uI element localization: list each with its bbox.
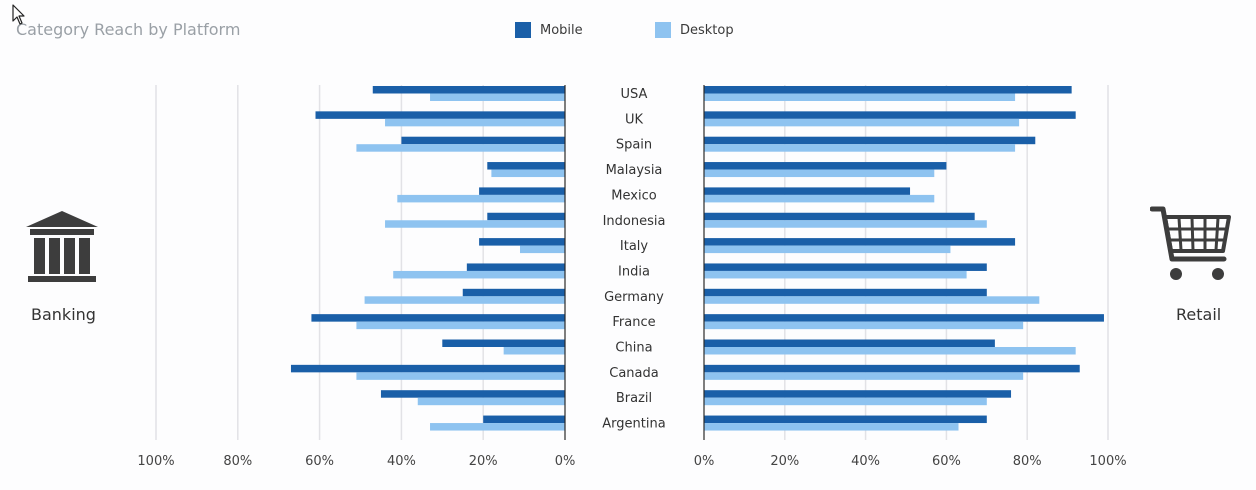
category-label: Brazil (616, 391, 652, 406)
bar-shopping-cart-mobile (704, 136, 1036, 145)
bar-bank-desktop (385, 118, 565, 127)
bar-shopping-cart-desktop (704, 245, 951, 254)
legend-item-desktop[interactable]: Desktop (655, 22, 734, 38)
legend-item-mobile[interactable]: Mobile (515, 22, 583, 38)
bar-bank-desktop (503, 347, 565, 355)
category-label: UK (625, 112, 644, 127)
x-tick-label: 80% (223, 454, 252, 469)
legend-label-mobile: Mobile (540, 22, 583, 38)
category-label: Italy (620, 239, 649, 254)
x-tick-label: 0% (555, 454, 576, 469)
panel-label-banking: Banking (31, 305, 96, 324)
bar-shopping-cart-mobile (704, 364, 1080, 373)
bar-shopping-cart-desktop (704, 220, 987, 228)
bar-shopping-cart-mobile (704, 263, 987, 271)
bar-shopping-cart-mobile (704, 111, 1076, 119)
bar-shopping-cart-desktop (704, 372, 1024, 380)
bar-bank-desktop (356, 372, 565, 380)
bar-shopping-cart-mobile (704, 238, 1016, 246)
shopping-cart-icon (1150, 206, 1231, 280)
bar-bank-desktop (356, 144, 565, 152)
bar-shopping-cart-mobile (704, 212, 975, 221)
bar-shopping-cart-desktop (704, 423, 959, 431)
bar-shopping-cart-mobile (704, 288, 987, 297)
bar-bank-desktop (430, 423, 565, 431)
bar-bank-mobile (401, 136, 565, 145)
bar-shopping-cart-mobile (704, 314, 1104, 322)
legend-swatch-mobile (515, 22, 531, 38)
bar-bank-mobile (462, 288, 565, 297)
bar-shopping-cart-desktop (704, 397, 987, 406)
bar-bank-desktop (393, 270, 565, 279)
x-tick-label: 20% (770, 454, 799, 469)
bar-shopping-cart-desktop (704, 169, 935, 178)
bar-bank-mobile (487, 212, 565, 221)
category-label: India (618, 264, 650, 279)
chart-title: Category Reach by Platform (16, 20, 241, 39)
bar-bank-desktop (356, 321, 565, 330)
category-label: Malaysia (606, 163, 663, 178)
bar-bank-mobile (487, 162, 565, 170)
bar-bank-mobile (479, 187, 565, 195)
bar-bank-desktop (417, 397, 565, 406)
bar-shopping-cart-mobile (704, 86, 1072, 94)
x-tick-label: 0% (694, 454, 715, 469)
bar-bank-mobile (483, 415, 565, 424)
bar-bank-desktop (397, 194, 565, 203)
bar-shopping-cart-desktop (704, 194, 935, 203)
x-tick-label: 100% (1089, 454, 1126, 469)
bar-bank-mobile (466, 263, 565, 271)
bar-shopping-cart-desktop (704, 118, 1020, 127)
category-label: Germany (604, 290, 664, 305)
x-tick-label: 40% (387, 454, 416, 469)
bar-bank-desktop (520, 245, 565, 254)
bar-bank-mobile (311, 314, 565, 322)
bar-bank-desktop (364, 296, 565, 304)
bank-icon (26, 211, 98, 282)
legend-swatch-desktop (655, 22, 671, 38)
category-label: Spain (616, 138, 652, 153)
mouse-cursor-icon (12, 4, 25, 25)
bar-bank-desktop (491, 169, 565, 178)
bar-shopping-cart-desktop (704, 144, 1016, 152)
x-tick-label: 40% (851, 454, 880, 469)
legend-label-desktop: Desktop (680, 22, 734, 38)
category-label: Canada (609, 366, 658, 381)
bar-shopping-cart-mobile (704, 339, 995, 347)
bar-shopping-cart-desktop (704, 93, 1016, 101)
x-tick-label: 60% (932, 454, 961, 469)
category-label: Argentina (602, 417, 665, 432)
x-tick-label: 20% (469, 454, 498, 469)
bar-bank-mobile (290, 364, 565, 373)
bar-shopping-cart-desktop (704, 321, 1024, 330)
bar-bank-mobile (315, 111, 565, 119)
bar-shopping-cart-mobile (704, 415, 987, 424)
x-tick-label: 80% (1013, 454, 1042, 469)
bar-bank-desktop (385, 220, 565, 228)
bar-bank-mobile (380, 390, 565, 398)
category-label: USA (621, 87, 648, 102)
category-label: Mexico (611, 188, 656, 203)
x-tick-label: 100% (137, 454, 174, 469)
bar-shopping-cart-mobile (704, 162, 947, 170)
bar-bank-mobile (479, 238, 565, 246)
category-label: France (612, 315, 655, 330)
category-label: Indonesia (603, 214, 666, 229)
x-tick-label: 60% (305, 454, 334, 469)
bar-bank-mobile (372, 86, 565, 94)
panel-label-retail: Retail (1176, 305, 1222, 324)
bar-shopping-cart-desktop (704, 347, 1076, 355)
bar-bank-mobile (442, 339, 565, 347)
bar-bank-desktop (430, 93, 565, 101)
category-label: China (615, 341, 652, 356)
bar-shopping-cart-mobile (704, 187, 911, 195)
bar-shopping-cart-desktop (704, 296, 1040, 304)
bar-shopping-cart-desktop (704, 270, 967, 279)
bar-shopping-cart-mobile (704, 390, 1012, 398)
